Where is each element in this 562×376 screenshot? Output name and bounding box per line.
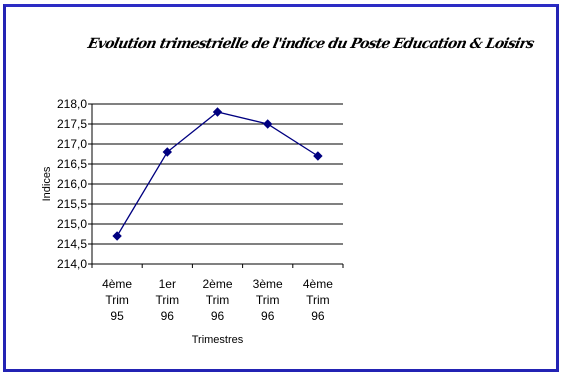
y-tick-label: 214,0	[57, 257, 87, 271]
series-line	[116, 111, 319, 237]
gridlines	[92, 103, 343, 245]
y-tick-label: 214,5	[57, 237, 87, 251]
y-axis-title: Indices	[41, 166, 53, 201]
x-tick-label: 1er Trim 96	[156, 277, 180, 323]
x-tick-labels: 4ème Trim 95 1er Trim 96 2ème Trim 96 3ème Trim 96 4…	[102, 277, 333, 323]
data-point	[313, 151, 323, 161]
data-point	[262, 119, 273, 129]
x-axis-title: Trimestres	[192, 334, 244, 346]
x-tick-label: 4ème Trim 95	[102, 277, 132, 323]
x-tick-label: 4ème Trim 96	[303, 277, 333, 323]
y-tick-label: 216,0	[57, 177, 87, 191]
x-tick-label: 3ème Trim 96	[253, 277, 283, 323]
y-tick-label: 218,0	[57, 97, 87, 111]
data-point	[212, 107, 223, 117]
y-tick-label: 217,0	[57, 137, 87, 151]
y-tick-label: 217,5	[57, 117, 87, 131]
y-tick-labels: 214,0 214,5 215,0 215,5 216,0 216,5 217,0 217,5…	[57, 97, 87, 271]
data-point	[112, 231, 122, 241]
chart-frame	[3, 4, 559, 372]
y-tick-label: 216,5	[57, 157, 87, 171]
y-tick-label: 215,0	[57, 217, 87, 231]
series-layer	[112, 107, 323, 241]
y-tick-label: 215,5	[57, 197, 87, 211]
axes	[88, 103, 344, 268]
x-tick-label: 2ème Trim 96	[202, 277, 232, 323]
data-point	[162, 147, 173, 157]
